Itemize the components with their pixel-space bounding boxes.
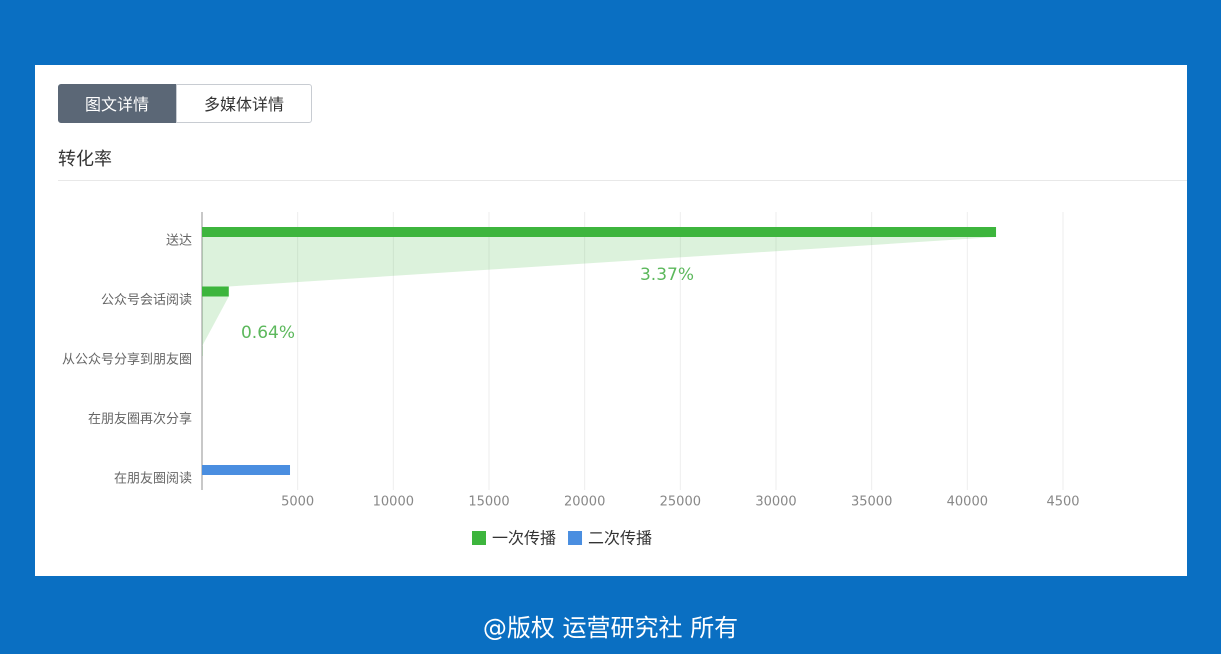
x-tick-label: 30000: [755, 495, 796, 510]
tab[interactable]: 多媒体详情: [176, 84, 312, 123]
annotation: 3.37%: [640, 265, 694, 285]
x-tick-label: 35000: [851, 495, 892, 510]
funnel-shade: [202, 296, 229, 346]
annotation: 0.64%: [241, 323, 295, 343]
tab[interactable]: 图文详情: [58, 84, 176, 123]
bar: [202, 286, 229, 297]
y-tick-label: 在朋友圈再次分享: [88, 411, 192, 427]
x-tick-label: 10000: [373, 495, 414, 510]
legend-swatch: [568, 531, 583, 545]
x-tick-label: 4500: [1046, 495, 1079, 510]
x-tick-label: 25000: [660, 495, 701, 510]
bar: [202, 465, 291, 475]
bar: [202, 227, 997, 237]
x-tick-label: 5000: [281, 495, 314, 510]
y-tick-label: 送达: [166, 234, 192, 249]
funnel-shade: [202, 237, 997, 287]
y-tick-label: 从公众号分享到朋友圈: [62, 352, 192, 368]
y-tick-label: 公众号会话阅读: [101, 293, 192, 308]
divider: [58, 180, 1187, 181]
footer: @版权 运营研究社 所有: [482, 614, 739, 642]
legend-swatch: [472, 531, 486, 545]
section-title: 转化率: [58, 149, 112, 170]
legend-label: 二次传播: [588, 529, 652, 548]
x-tick-label: 40000: [947, 495, 988, 510]
x-tick-label: 20000: [564, 495, 605, 510]
legend-label: 一次传播: [492, 529, 556, 548]
x-tick-label: 15000: [468, 495, 509, 510]
panel: 图文详情 多媒体详情 转化率: [35, 65, 1187, 576]
y-tick-label: 在朋友圈阅读: [114, 471, 192, 487]
